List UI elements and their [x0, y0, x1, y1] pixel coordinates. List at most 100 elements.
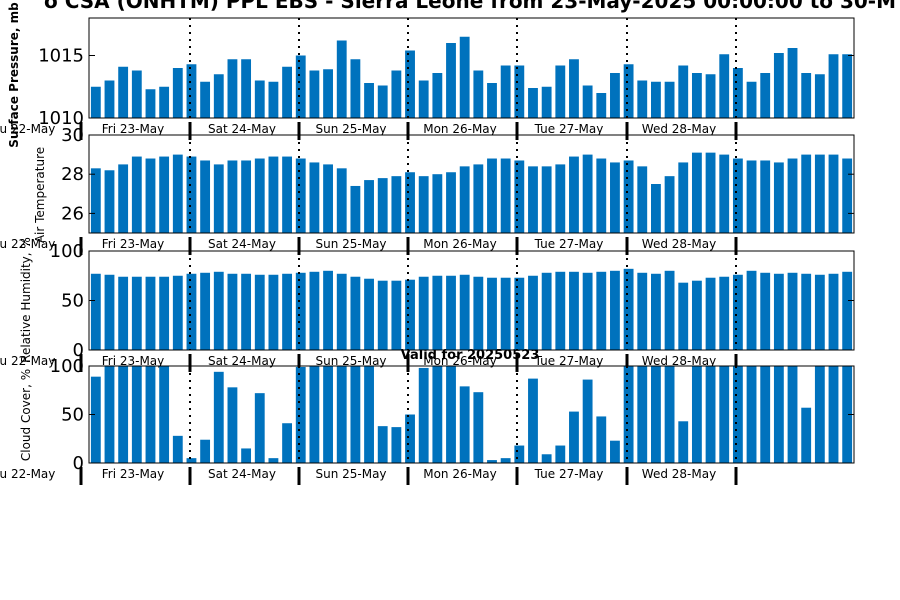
- bar-p2-33: [541, 166, 552, 233]
- bar-p1-30: [500, 65, 511, 118]
- bar-p2-47: [732, 158, 743, 233]
- bar-p1-39: [623, 64, 634, 118]
- ytick-label-p2-1: 28: [61, 164, 84, 185]
- bar-p2-21: [377, 178, 388, 233]
- bar-p1-37: [596, 93, 607, 118]
- bar-p2-28: [473, 164, 484, 233]
- bar-p2-1: [104, 170, 115, 233]
- bar-p4-41: [651, 366, 661, 463]
- bar-p3-38: [610, 270, 620, 350]
- bar-p4-30: [500, 458, 511, 463]
- bar-p4-36: [582, 379, 593, 463]
- bar-p2-55: [842, 158, 853, 233]
- bar-p3-27: [459, 274, 470, 350]
- bar-p4-37: [596, 416, 607, 463]
- bar-p1-12: [254, 80, 265, 118]
- bar-p1-5: [159, 86, 170, 118]
- bar-p3-43: [678, 282, 689, 350]
- bar-p1-45: [705, 74, 716, 118]
- bar-p2-30: [500, 158, 511, 233]
- ylabel-p3: Relative Humidity, %: [19, 237, 33, 363]
- ytick-label-p3-1: 50: [61, 291, 84, 312]
- bar-p3-35: [569, 271, 579, 350]
- bar-p2-5: [159, 156, 170, 233]
- ytick-label-p1-0: 1010: [38, 108, 84, 129]
- ytick-label-p4-0: 0: [73, 453, 84, 474]
- bar-p1-16: [309, 70, 320, 118]
- bar-p1-38: [610, 73, 620, 118]
- bar-p1-31: [514, 65, 525, 118]
- bar-p3-42: [664, 270, 675, 350]
- start-day-label-p2: Thu 22-May: [0, 237, 55, 251]
- bar-p3-34: [555, 271, 566, 350]
- bar-p4-3: [131, 366, 142, 463]
- bar-p1-1: [104, 80, 115, 118]
- bar-p2-45: [705, 152, 716, 233]
- bar-p4-2: [118, 366, 129, 463]
- bar-p3-46: [719, 276, 730, 350]
- bar-p3-11: [241, 273, 252, 350]
- start-day-label-p1: Thu 22-May: [0, 122, 55, 136]
- bar-p3-13: [268, 274, 279, 350]
- bar-p1-33: [541, 86, 552, 118]
- bar-p2-27: [459, 166, 470, 233]
- bar-p4-21: [377, 426, 388, 463]
- bar-p2-31: [514, 160, 525, 233]
- bar-p4-33: [541, 454, 552, 463]
- bar-p3-45: [705, 277, 716, 350]
- bar-p2-14: [282, 156, 292, 233]
- bar-p4-54: [828, 366, 839, 463]
- bar-p2-46: [719, 154, 730, 233]
- bar-p4-44: [691, 366, 702, 463]
- bar-p2-40: [637, 166, 648, 233]
- day-label-p1-5: Wed 28-May: [642, 122, 716, 136]
- bar-p1-23: [405, 50, 415, 118]
- bar-p3-39: [623, 268, 634, 350]
- day-label-p2-2: Sun 25-May: [315, 237, 386, 251]
- bar-p3-1: [104, 274, 115, 350]
- ylabel-p4: Cloud Cover, %: [19, 369, 33, 461]
- bar-p1-55: [842, 54, 853, 118]
- bar-p2-50: [773, 162, 784, 233]
- bar-p3-17: [323, 270, 333, 350]
- day-label-p2-5: Wed 28-May: [642, 237, 716, 251]
- bar-p4-55: [842, 366, 853, 463]
- bar-p3-40: [637, 272, 648, 350]
- bar-p2-17: [323, 164, 333, 233]
- bar-p2-44: [691, 152, 702, 233]
- bar-p1-22: [391, 70, 402, 118]
- bar-p1-3: [131, 70, 142, 118]
- bar-p2-19: [350, 185, 361, 233]
- bar-p4-32: [528, 378, 538, 463]
- bar-p2-20: [364, 180, 374, 233]
- bar-p3-48: [746, 270, 757, 350]
- bar-p3-0: [90, 273, 101, 350]
- bar-p2-48: [746, 160, 757, 233]
- bar-p4-18: [336, 366, 347, 463]
- bar-p3-15: [295, 272, 306, 350]
- bar-p3-22: [391, 280, 402, 350]
- bar-p4-52: [801, 407, 812, 463]
- bar-p4-45: [705, 366, 716, 463]
- bar-p1-26: [446, 43, 456, 118]
- bar-p2-8: [200, 160, 211, 233]
- bar-p3-55: [842, 271, 853, 350]
- bar-p2-4: [145, 158, 156, 233]
- bar-p4-24: [418, 367, 429, 463]
- bar-p2-2: [118, 164, 129, 233]
- bar-p3-9: [213, 271, 224, 350]
- bar-p2-32: [528, 166, 538, 233]
- bar-p1-11: [241, 59, 252, 118]
- bar-p1-25: [432, 73, 443, 118]
- bar-p1-47: [732, 68, 743, 118]
- bar-p1-41: [651, 81, 661, 118]
- bar-p1-13: [268, 81, 279, 118]
- bar-p1-34: [555, 65, 566, 118]
- bar-p2-12: [254, 158, 265, 233]
- bar-p2-22: [391, 176, 402, 233]
- bar-p1-43: [678, 65, 689, 118]
- bar-p1-21: [377, 85, 388, 118]
- bar-p2-51: [787, 158, 798, 233]
- bar-p4-39: [623, 366, 634, 463]
